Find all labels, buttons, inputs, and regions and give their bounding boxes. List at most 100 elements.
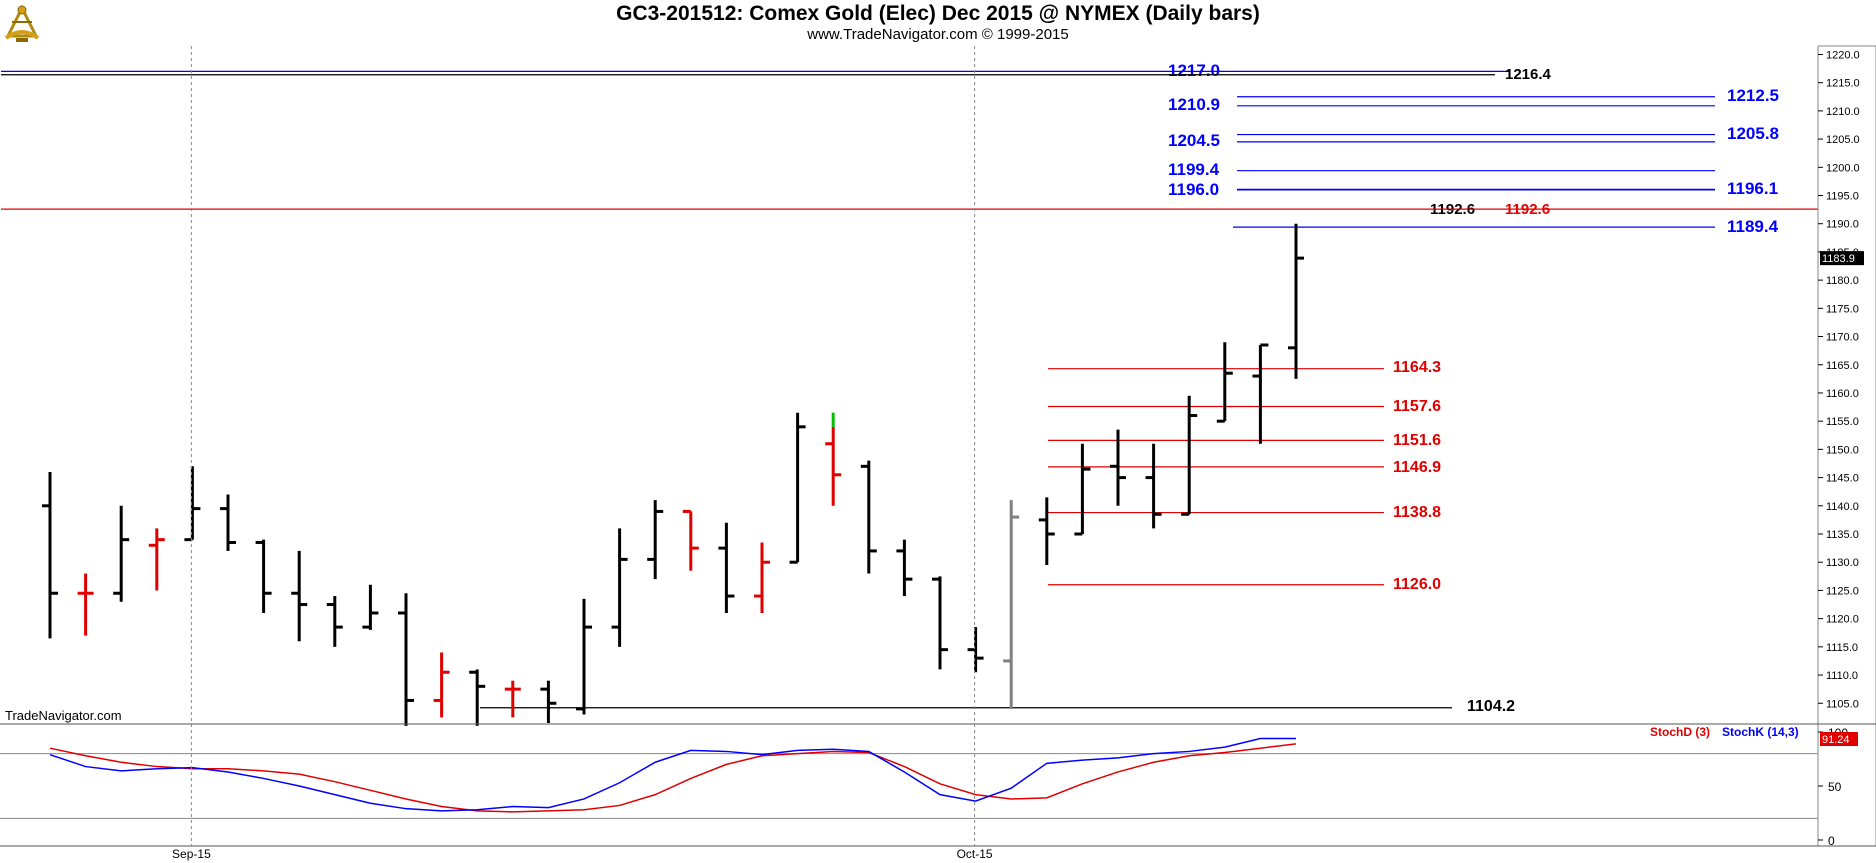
y-tick-label: 1115.0: [1826, 642, 1858, 654]
y-tick-label: 1125.0: [1826, 585, 1859, 597]
legend-stochk: StochK (14,3): [1722, 725, 1799, 739]
y-tick-label: 1205.0: [1826, 134, 1860, 146]
y-tick-label: 1220.0: [1826, 49, 1860, 61]
level-label: 1196.1: [1727, 179, 1778, 198]
y-tick-label: 1215.0: [1826, 78, 1860, 90]
level-label: 1146.9: [1393, 459, 1441, 476]
stochastic-plot-area: [0, 726, 1818, 846]
level-label: 1189.4: [1727, 217, 1779, 236]
y-tick-label: 1190.0: [1826, 219, 1859, 231]
x-tick-label: Sep-15: [172, 847, 211, 861]
y-tick-label: 1110.0: [1826, 670, 1858, 682]
price-bar: [42, 471, 58, 639]
price-bar: [398, 593, 414, 726]
sextant-logo-icon: [2, 2, 42, 44]
price-bar: [291, 550, 308, 642]
level-label: 1199.4: [1168, 160, 1220, 179]
price-bar: [1181, 395, 1198, 516]
price-bar: [718, 522, 735, 613]
price-bar: [611, 528, 628, 647]
y-tick-label: 1175.0: [1826, 303, 1859, 315]
legend-stochd: StochD (3): [1650, 725, 1710, 739]
price-bar: [576, 598, 592, 715]
level-label: 1157.6: [1393, 398, 1441, 415]
price-bar: [77, 573, 94, 636]
y-tick-label: 1120.0: [1826, 614, 1859, 626]
y-tick-label: 1180.0: [1826, 275, 1859, 287]
level-label: 1217.0: [1168, 61, 1220, 80]
price-bar: [469, 669, 486, 726]
level-label: 1210.9: [1168, 95, 1220, 114]
y-tick-label: 1145.0: [1826, 473, 1859, 485]
y-tick-label: 1170.0: [1826, 332, 1859, 344]
price-bar: [113, 505, 130, 602]
level-label: 1216.4: [1505, 66, 1552, 83]
stochastic-panel: StochD (3) StochK (14,3): [0, 725, 1818, 846]
y-axis-strip: [1817, 45, 1876, 847]
osc-tick-label: 0: [1828, 834, 1835, 848]
price-bar: [326, 596, 343, 647]
y-tick-label: 1105.0: [1826, 698, 1859, 710]
level-label: 1192.6: [1505, 201, 1550, 218]
level-label: 1212.5: [1727, 86, 1779, 105]
price-bar: [967, 627, 984, 673]
level-label: 1104.2: [1467, 698, 1515, 715]
watermark-text: TradeNavigator.com: [5, 708, 122, 723]
price-plot-area: [0, 46, 1818, 723]
y-tick-label: 1130.0: [1826, 557, 1859, 569]
level-label: 1164.3: [1393, 359, 1441, 376]
y-tick-label: 1195.0: [1826, 191, 1859, 203]
price-bar: [148, 528, 165, 591]
chart-header: GC3-201512: Comex Gold (Elec) Dec 2015 @…: [0, 0, 1876, 46]
level-label: 1151.6: [1393, 432, 1441, 449]
osc-tick-label: 50: [1828, 780, 1842, 794]
chart-subtitle: www.TradeNavigator.com © 1999-2015: [807, 26, 1069, 43]
level-label: 1196.0: [1168, 180, 1219, 199]
price-bar: [754, 542, 770, 613]
y-tick-label: 1165.0: [1826, 360, 1859, 372]
level-label: 1204.5: [1168, 131, 1220, 150]
price-bar: [647, 500, 664, 580]
price-bar: [255, 539, 272, 613]
price-bar: [1074, 443, 1091, 536]
price-bar: [1252, 343, 1269, 444]
stoch-series-line: [49, 737, 1296, 812]
price-bar: [860, 460, 877, 574]
price-bar: [1110, 429, 1126, 506]
y-tick-label: 1160.0: [1826, 388, 1859, 400]
price-bar: [1003, 500, 1020, 709]
price-bar: [504, 680, 521, 718]
stoch-series-line: [49, 743, 1297, 813]
last-price-label: 1183.9: [1822, 253, 1855, 265]
x-axis-strip: [0, 846, 1876, 863]
price-bar: [789, 412, 806, 564]
price-bar: [896, 539, 913, 597]
y-tick-label: 1155.0: [1826, 416, 1859, 428]
level-label: 1138.8: [1393, 504, 1441, 521]
price-bar: [1288, 223, 1304, 379]
price-bar: [682, 509, 699, 571]
chart-title: GC3-201512: Comex Gold (Elec) Dec 2015 @…: [616, 2, 1260, 25]
y-tick-label: 1140.0: [1826, 501, 1859, 513]
price-bar: [825, 426, 842, 506]
y-tick-label: 1150.0: [1826, 444, 1859, 456]
price-bar: [1145, 443, 1162, 529]
last-price-marker: [1820, 251, 1864, 266]
price-bar: [1038, 497, 1055, 566]
y-tick-label: 1200.0: [1826, 162, 1860, 174]
price-bar: [1216, 342, 1233, 423]
y-tick-label: 1135.0: [1826, 529, 1859, 541]
price-bar: [433, 652, 450, 718]
osc-last-marker: [1820, 732, 1858, 746]
level-label: 1205.8: [1727, 124, 1779, 143]
osc-last-label: 91.24: [1822, 734, 1850, 746]
price-bar: [932, 576, 948, 670]
price-bar: [220, 494, 236, 551]
level-label: 1126.0: [1393, 576, 1441, 593]
price-bar: [540, 680, 557, 723]
price-bar: [362, 584, 379, 630]
x-tick-label: Oct-15: [957, 847, 993, 861]
y-tick-label: 1210.0: [1826, 106, 1860, 118]
price-panel: 1217.0 1216.4 1212.5 1210.9 1205.8 1204.5 1199…: [0, 46, 1818, 726]
